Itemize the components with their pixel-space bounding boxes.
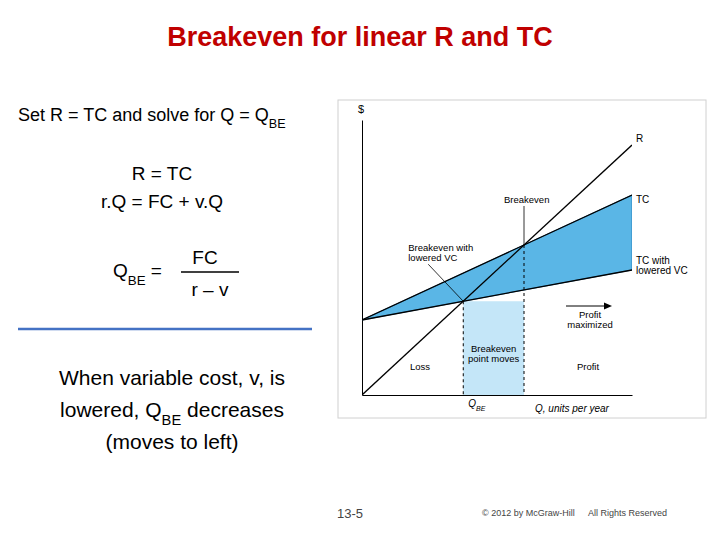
annotation: Loss bbox=[410, 361, 430, 372]
text-line: maximized bbox=[567, 319, 612, 330]
copyright: © 2012 by McGraw-Hill bbox=[482, 508, 575, 518]
text-line: Loss bbox=[410, 361, 430, 372]
arrow-head bbox=[604, 303, 612, 310]
arrow-shaft bbox=[566, 306, 608, 307]
series-line bbox=[362, 145, 632, 395]
chart: R TC TC withlowered VC $ Q, units per year QB… bbox=[338, 100, 706, 418]
breakeven-dropline bbox=[463, 301, 464, 395]
annotation: Profitmaximized bbox=[567, 309, 612, 330]
qbe-label: QBE bbox=[468, 398, 485, 412]
text-run: = bbox=[146, 260, 162, 281]
axis-line bbox=[363, 395, 633, 396]
series-label: TC withlowered VC bbox=[636, 255, 688, 276]
y-axis-title: $ bbox=[358, 103, 364, 115]
pointer bbox=[524, 206, 525, 245]
pointer bbox=[428, 264, 463, 301]
series-line bbox=[362, 195, 632, 320]
annotation: Breakevenpoint moves bbox=[468, 343, 519, 364]
text-line: lowered VC bbox=[636, 265, 688, 276]
annotation: Profit bbox=[577, 361, 600, 372]
subscript: BE bbox=[162, 412, 182, 428]
equation: r.Q = FC + v.Q bbox=[101, 191, 223, 212]
series-label: TC bbox=[636, 194, 649, 205]
text-run: Q bbox=[113, 260, 128, 281]
x-axis bbox=[363, 395, 633, 396]
text-line: Breakeven bbox=[504, 194, 549, 205]
text-line: TC bbox=[636, 194, 649, 205]
fraction-bar bbox=[181, 271, 239, 273]
note-line: lowered, QBE decreases bbox=[60, 398, 284, 428]
axis-line bbox=[362, 121, 363, 396]
text-line: point moves bbox=[468, 353, 519, 364]
text-line: Profit bbox=[577, 361, 600, 372]
subscript: BE bbox=[476, 405, 486, 412]
intro-text: Set R = TC and solve for Q = QBE bbox=[18, 105, 286, 131]
breakeven-shift-region bbox=[463, 301, 524, 395]
text-run: Set R = TC and solve for Q = Q bbox=[18, 105, 269, 125]
note-line: When variable cost, v, is bbox=[59, 366, 285, 389]
plot-area bbox=[362, 145, 632, 395]
series-line bbox=[362, 270, 632, 320]
text-line: lowered VC bbox=[408, 252, 457, 263]
breakeven-label: Breakeven withlowered VC bbox=[408, 242, 473, 263]
rights: All Rights Reserved bbox=[588, 508, 667, 518]
y-axis bbox=[362, 121, 363, 396]
formula-numerator: FC bbox=[192, 247, 217, 268]
breakeven-label: Breakeven bbox=[504, 194, 549, 205]
series-label: R bbox=[636, 133, 643, 144]
slide-title: Breakeven for linear R and TC bbox=[167, 22, 553, 52]
formula-denominator: r – v bbox=[192, 279, 229, 300]
note-line: (moves to left) bbox=[105, 430, 238, 453]
page-number: 13-5 bbox=[337, 506, 363, 521]
subscript: BE bbox=[128, 273, 146, 288]
equation: R = TC bbox=[132, 163, 192, 184]
chart-labels: R TC TC withlowered VC $ Q, units per year QB… bbox=[358, 103, 688, 414]
formula-lhs: QBE = bbox=[113, 260, 162, 288]
x-axis-title: Q, units per year bbox=[535, 403, 610, 414]
chart-frame bbox=[338, 100, 706, 418]
text-run: decreases bbox=[181, 398, 284, 421]
slide: Breakeven for linear R and TC Set R = TC … bbox=[0, 0, 720, 540]
text-run: When variable cost, v, is bbox=[59, 366, 285, 389]
text-run: (moves to left) bbox=[105, 430, 238, 453]
subscript: BE bbox=[269, 117, 286, 131]
breakeven-dropline bbox=[524, 245, 525, 395]
divider bbox=[18, 328, 312, 331]
text-run: lowered, Q bbox=[60, 398, 162, 421]
cost-reduction-area bbox=[362, 195, 632, 320]
text-line: R bbox=[636, 133, 643, 144]
